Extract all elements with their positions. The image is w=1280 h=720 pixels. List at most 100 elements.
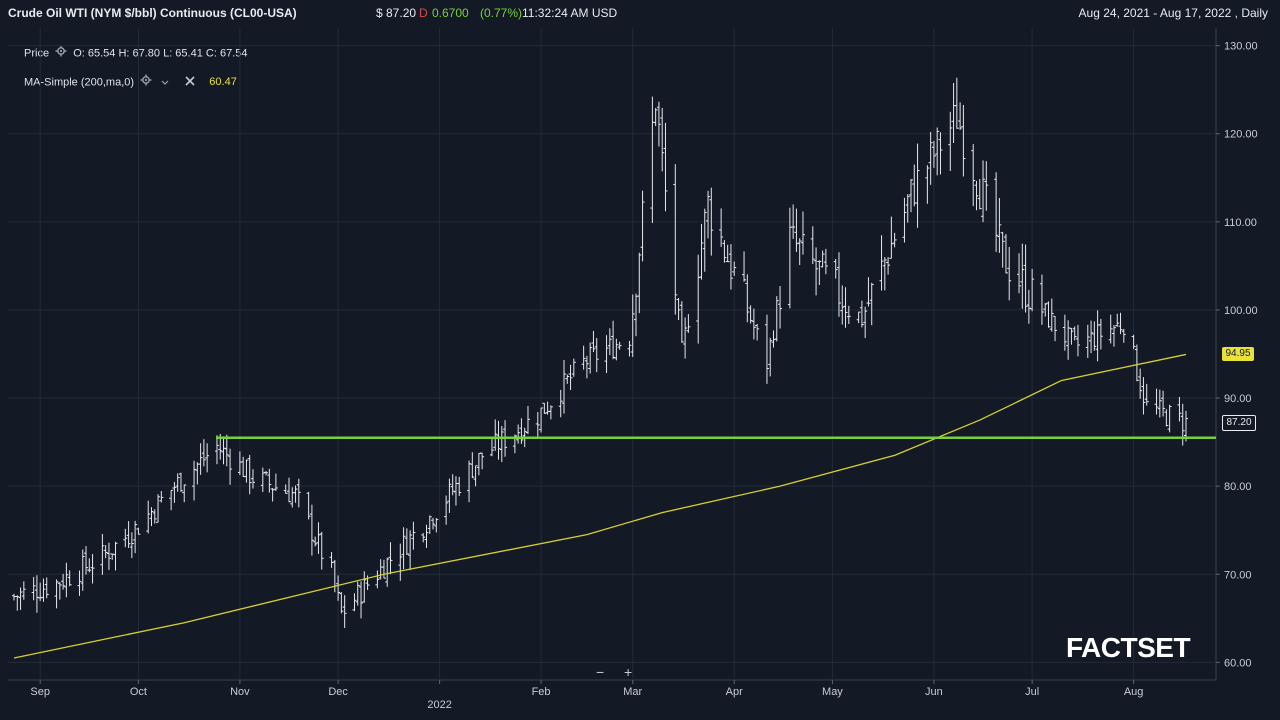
ohlc-bar [110,553,115,560]
ohlc-bar [1043,302,1048,317]
ohlc-bar [1017,253,1022,294]
ohlc-bar [270,488,275,502]
ohlc-bar [706,190,711,239]
ohlc-bar [260,467,265,492]
ohlc-bar [290,487,295,508]
ohlc-bar [1167,404,1172,433]
ohlc-bar [584,355,589,379]
ohlc-bar [146,500,151,534]
x-tick-label: Feb [532,686,551,698]
ohlc-bar [581,345,586,370]
ohlc-bar [742,251,747,282]
ohlc-bar [434,517,439,533]
ohlc-bar [457,476,462,497]
ohlc-bar [1115,313,1120,327]
chart-title: Crude Oil WTI (NYM $/bbl) Continuous (CL… [8,6,297,20]
ohlc-bar [725,244,730,263]
ohlc-bar [1062,314,1067,351]
chevron-down-icon[interactable] [161,75,169,91]
ohlc-bar [686,314,691,333]
ohlc-bar [1131,334,1136,350]
ohlc-bar [902,197,907,243]
ohlc-bar [938,132,943,175]
zoom-in-button[interactable]: + [624,664,633,680]
ohlc-bar [699,223,704,280]
ohlc-bar [421,533,426,543]
ohlc-bar [195,462,200,485]
ohlc-bar [909,179,914,213]
ohlc-bar [329,551,334,568]
ohlc-bar [748,305,753,324]
ohlc-bar [787,207,792,309]
zoom-out-button[interactable]: − [596,664,605,680]
ma-line [13,353,1187,659]
ohlc-bar [696,254,701,344]
ohlc-bar [810,226,815,265]
ohlc-bar [18,587,23,610]
ohlc-bar [676,297,681,321]
ohlc-bar [568,364,573,391]
ohlc-bar [571,358,576,377]
ohlc-bar [221,436,226,465]
ohlc-bar [525,405,530,435]
ohlc-bar [548,405,553,420]
ohlc-bar [1144,383,1149,406]
ohlc-bar [57,582,62,600]
ohlc-bar [496,420,501,460]
ohlc-bar [863,306,868,339]
last-price-tag: 87.20 [1222,414,1256,431]
ohlc-bar [516,424,521,444]
ohlc-bar [1003,234,1008,274]
factset-logo: FACTSET [1066,632,1191,663]
ohlc-bar [614,338,619,361]
x-tick-label: Jun [925,686,943,698]
ohlc-bar [984,161,989,211]
close-icon[interactable] [185,75,195,91]
gear-icon[interactable] [140,74,152,91]
ohlc-bar [103,545,108,559]
ohlc-bar [273,473,278,491]
ohlc-bar [424,524,429,548]
gear-icon[interactable] [55,45,67,62]
ohlc-bar [889,216,894,259]
ohlc-bar [1026,289,1031,324]
ohlc-bar [319,531,324,570]
ohlc-bar [467,460,472,503]
ohlc-bar [869,282,874,326]
ohlc-bar [1092,321,1097,351]
ohlc-bar [1075,324,1080,357]
ohlc-bar [156,494,161,523]
ohlc-bar [653,107,658,127]
ohlc-bar [892,232,897,248]
ohlc-bar [558,389,563,418]
ohlc-bar [296,478,301,508]
ohlc-bar [611,320,616,360]
ohlc-bar [342,595,347,628]
ohlc-bar [250,469,255,489]
x-tick-label: Mar [623,686,642,698]
ohlc-bar [411,521,416,550]
date-range[interactable]: Aug 24, 2021 - Aug 17, 2022 , Daily [1078,6,1268,20]
ohlc-bar [1085,324,1090,358]
ohlc-bar [470,452,475,479]
last-price: $ 87.20 [376,6,417,20]
ohlc-bar [84,546,89,575]
ohlc-bar [719,208,724,247]
x-tick-label: Dec [328,686,348,698]
ohlc-bar [994,172,999,252]
ohlc-bar [54,579,59,609]
ohlc-bar [100,533,105,575]
ohlc-bar [106,542,111,570]
ohlc-bar [879,235,884,291]
ohlc-bar [90,554,95,584]
ohlc-bar [535,412,540,439]
ohlc-bar [306,491,311,520]
ohlc-bar [152,509,157,524]
ohlc-bar [1000,231,1005,268]
ohlc-bar [931,140,936,168]
ohlc-bar [1046,301,1051,328]
ohlc-bar [836,252,841,317]
ohlc-bar [1095,310,1100,362]
ohlc-bar [974,180,979,211]
